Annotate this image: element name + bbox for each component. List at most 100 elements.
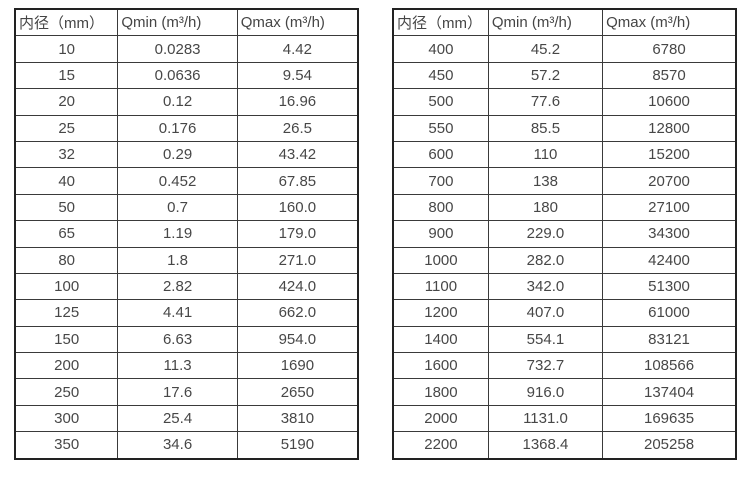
table-cell: 80 (14, 246, 119, 274)
table-cell: 150 (14, 325, 119, 354)
table-cell: 0.452 (117, 167, 238, 195)
table-cell: 0.0283 (117, 35, 238, 63)
table-row: 1100 342.0 51300 (392, 272, 737, 301)
table-cell: 160.0 (236, 193, 359, 222)
table-cell: 2.82 (117, 272, 238, 301)
table-row: 1800 916.0 137404 (392, 378, 737, 406)
table-cell: 40 (14, 167, 119, 195)
table-cell: 600 (392, 140, 489, 169)
table-cell: 125 (14, 299, 119, 327)
tables-container: 内径（mm） Qmin (m³/h) Qmax (m³/h) 10 0.0283 4.4… (14, 8, 737, 460)
table-cell: 25 (14, 114, 119, 142)
table-cell: 0.0636 (117, 61, 238, 90)
table-cell: 282.0 (487, 246, 604, 274)
table-cell: 138 (487, 167, 604, 195)
table-cell: 0.7 (117, 193, 238, 222)
table-cell: 42400 (602, 246, 737, 274)
table-cell: 61000 (602, 299, 737, 327)
table-cell: 16.96 (236, 88, 359, 116)
table-cell: 137404 (602, 378, 737, 406)
table-cell: 250 (14, 378, 119, 406)
table-cell: 1000 (392, 246, 489, 274)
table-cell: 57.2 (487, 61, 604, 90)
table-row: 250 17.6 2650 (14, 378, 359, 406)
table-cell: 229.0 (487, 220, 604, 248)
table-cell: 179.0 (236, 220, 359, 248)
table-cell: 2650 (236, 378, 359, 406)
table-cell: 169635 (602, 404, 737, 433)
table-cell: 407.0 (487, 299, 604, 327)
table-cell: 85.5 (487, 114, 604, 142)
table-cell: 1131.0 (487, 404, 604, 433)
table-cell: 51300 (602, 272, 737, 301)
table-row: 2000 1131.0 169635 (392, 404, 737, 433)
table-cell: 43.42 (236, 140, 359, 169)
table-row: 900 229.0 34300 (392, 220, 737, 248)
table-row: 150 6.63 954.0 (14, 325, 359, 354)
table-cell: 1690 (236, 352, 359, 380)
table-row: 400 45.2 6780 (392, 35, 737, 63)
table-row: 40 0.452 67.85 (14, 167, 359, 195)
table-cell: 26.5 (236, 114, 359, 142)
table-cell: 20700 (602, 167, 737, 195)
table-cell: 450 (392, 61, 489, 90)
table-cell: 50 (14, 193, 119, 222)
header-row: 内径（mm） Qmin (m³/h) Qmax (m³/h) (392, 8, 737, 37)
table-row: 15 0.0636 9.54 (14, 61, 359, 90)
table-cell: 424.0 (236, 272, 359, 301)
table-row: 32 0.29 43.42 (14, 140, 359, 169)
table-cell: 25.4 (117, 404, 238, 433)
table-cell: 350 (14, 431, 119, 460)
table-cell: 34.6 (117, 431, 238, 460)
table-cell: 662.0 (236, 299, 359, 327)
table-row: 800 180 27100 (392, 193, 737, 222)
table-row: 200 11.3 1690 (14, 352, 359, 380)
table-cell: 2200 (392, 431, 489, 460)
table-cell: 34300 (602, 220, 737, 248)
table-cell: 1800 (392, 378, 489, 406)
table-cell: 15 (14, 61, 119, 90)
table-cell: 27100 (602, 193, 737, 222)
table-row: 1400 554.1 83121 (392, 325, 737, 354)
table-cell: 1600 (392, 352, 489, 380)
table-cell: 1.19 (117, 220, 238, 248)
table-cell: 1.8 (117, 246, 238, 274)
table-cell: 32 (14, 140, 119, 169)
table-cell: 1400 (392, 325, 489, 354)
table-cell: 9.54 (236, 61, 359, 90)
table-row: 50 0.7 160.0 (14, 193, 359, 222)
column-header: Qmax (m³/h) (602, 8, 737, 37)
table-row: 80 1.8 271.0 (14, 246, 359, 274)
table-cell: 3810 (236, 404, 359, 433)
table-row: 550 85.5 12800 (392, 114, 737, 142)
table-row: 450 57.2 8570 (392, 61, 737, 90)
table-cell: 10 (14, 35, 119, 63)
table-cell: 0.29 (117, 140, 238, 169)
table-row: 350 34.6 5190 (14, 431, 359, 460)
table-cell: 110 (487, 140, 604, 169)
flow-rate-table-small-diameters: 内径（mm） Qmin (m³/h) Qmax (m³/h) 10 0.0283 4.4… (14, 8, 359, 460)
column-header: Qmin (m³/h) (117, 8, 238, 37)
table-cell: 954.0 (236, 325, 359, 354)
table-cell: 1368.4 (487, 431, 604, 460)
table-cell: 300 (14, 404, 119, 433)
table-row: 100 2.82 424.0 (14, 272, 359, 301)
table-cell: 17.6 (117, 378, 238, 406)
table-cell: 732.7 (487, 352, 604, 380)
table-cell: 554.1 (487, 325, 604, 354)
table-cell: 900 (392, 220, 489, 248)
table-cell: 4.41 (117, 299, 238, 327)
table-cell: 2000 (392, 404, 489, 433)
table-cell: 20 (14, 88, 119, 116)
table-row: 2200 1368.4 205258 (392, 431, 737, 460)
table-cell: 400 (392, 35, 489, 63)
table-cell: 67.85 (236, 167, 359, 195)
table-cell: 1100 (392, 272, 489, 301)
table-cell: 15200 (602, 140, 737, 169)
table-row: 65 1.19 179.0 (14, 220, 359, 248)
table-cell: 342.0 (487, 272, 604, 301)
table-row: 1200 407.0 61000 (392, 299, 737, 327)
table-cell: 200 (14, 352, 119, 380)
table-cell: 11.3 (117, 352, 238, 380)
table-cell: 6780 (602, 35, 737, 63)
